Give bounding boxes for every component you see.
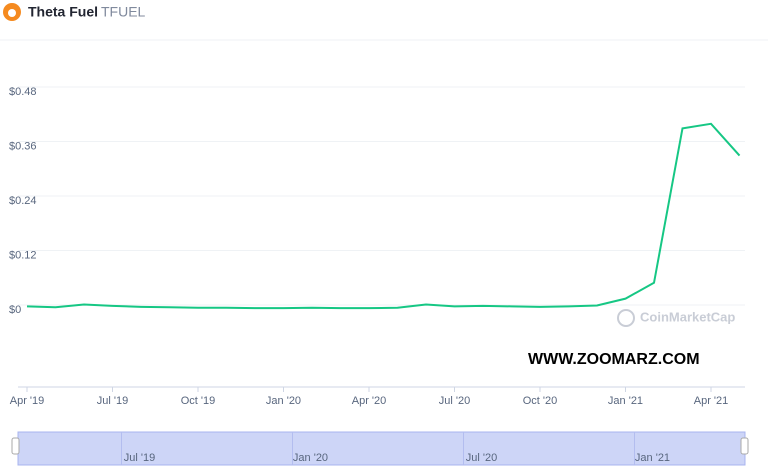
x-tick-label: Jan '21 — [608, 395, 643, 407]
watermark: CoinMarketCap — [640, 309, 735, 324]
watermark-logo — [617, 309, 635, 327]
price-line — [26, 122, 741, 310]
x-tick-label: Jan '20 — [266, 395, 301, 407]
y-tick-label: $0.12 — [9, 249, 37, 261]
y-tick-label: $0 — [9, 304, 21, 316]
x-tick-label: Apr '21 — [694, 395, 729, 407]
navigator-tick-label: Jul '19 — [124, 452, 155, 464]
x-tick-label: Apr '19 — [10, 395, 45, 407]
x-tick-label: Jul '19 — [97, 395, 128, 407]
overlay-text: WWW.ZOOMARZ.COM — [528, 351, 700, 368]
y-tick-label: $0.36 — [9, 140, 37, 152]
navigator-tick-label: Jul '20 — [466, 452, 497, 464]
coin-symbol: TFUEL — [101, 4, 146, 20]
coin-name: Theta Fuel — [28, 4, 98, 20]
x-tick-label: Apr '20 — [352, 395, 387, 407]
y-tick-label: $0.48 — [9, 86, 37, 98]
x-tick-label: Oct '19 — [181, 395, 216, 407]
navigator-handle[interactable] — [11, 437, 20, 455]
x-tick-label: Oct '20 — [523, 395, 558, 407]
coin-logo-inner — [8, 9, 16, 17]
navigator-tick-label: Jan '20 — [293, 452, 328, 464]
header-bar — [0, 0, 768, 40]
y-tick-label: $0.24 — [9, 195, 37, 207]
x-tick-label: Jul '20 — [439, 395, 470, 407]
navigator-tick-label: Jan '21 — [635, 452, 670, 464]
navigator-handle[interactable] — [740, 437, 749, 455]
